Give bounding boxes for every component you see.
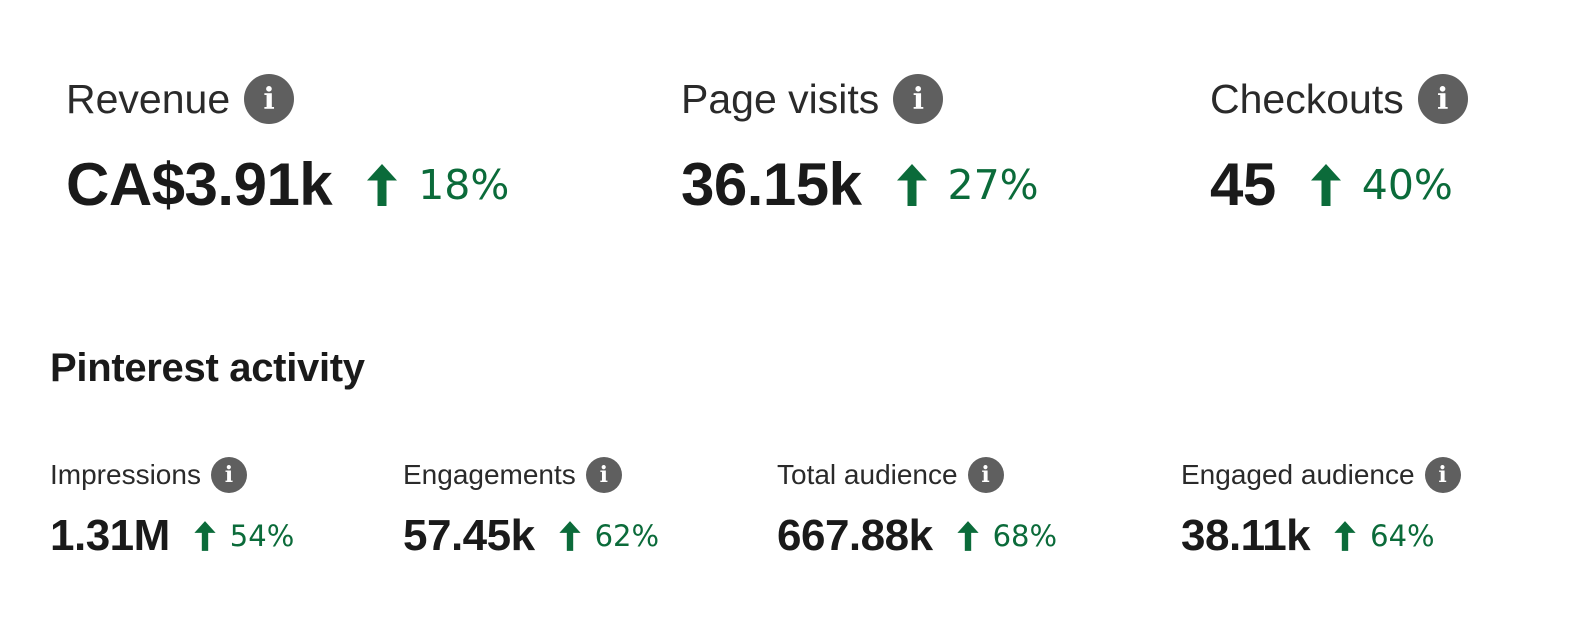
metric-label-row: Engaged audience i — [1181, 457, 1461, 493]
metric-value-row: 667.88k 68% — [777, 511, 1057, 561]
metric-value-row: 38.11k 64% — [1181, 511, 1461, 561]
arrow-up-icon — [1310, 163, 1341, 206]
metric-value-row: CA$3.91k 18% — [66, 150, 509, 219]
metric-value: 1.31M — [50, 511, 170, 560]
metric-change: 27% — [894, 161, 1039, 209]
metric-change: 68% — [955, 519, 1057, 553]
arrow-up-icon — [558, 521, 581, 551]
metric-value-row: 45 40% — [1210, 150, 1468, 219]
info-icon[interactable]: i — [1424, 457, 1461, 493]
info-icon[interactable]: i — [1417, 74, 1468, 124]
metric-change-value: 62% — [594, 519, 660, 553]
metric-revenue: Revenue i CA$3.91k 18% — [66, 74, 509, 219]
metric-label-row: Engagements i — [403, 457, 659, 493]
arrow-up-icon — [367, 163, 398, 206]
metric-label: Total audience — [777, 459, 958, 490]
info-icon[interactable]: i — [210, 457, 247, 493]
section-title: Pinterest activity — [50, 346, 365, 390]
metric-label: Page visits — [681, 75, 880, 122]
metric-label-row: Impressions i — [50, 457, 294, 493]
arrow-up-icon — [956, 521, 979, 551]
metric-label: Impressions — [50, 459, 201, 490]
metric-change-value: 27% — [947, 160, 1039, 209]
metric-change-value: 64% — [1370, 519, 1435, 553]
metric-checkouts: Checkouts i 45 40% — [1210, 74, 1468, 219]
arrow-up-icon — [194, 521, 216, 551]
metric-engagements: Engagements i 57.45k 62% — [403, 457, 659, 561]
metric-label-row: Total audience i — [777, 457, 1057, 493]
metric-label: Engaged audience — [1181, 459, 1415, 490]
metric-change: 40% — [1308, 161, 1453, 209]
metric-change: 54% — [192, 519, 294, 553]
arrow-up-icon — [896, 163, 927, 206]
metric-value: 45 — [1210, 151, 1276, 218]
metric-value: 36.15k — [681, 151, 862, 218]
metric-change: 64% — [1332, 519, 1435, 553]
info-icon[interactable]: i — [893, 74, 944, 124]
metric-value: 38.11k — [1181, 511, 1311, 560]
metric-label: Checkouts — [1210, 75, 1404, 122]
info-icon[interactable]: i — [585, 457, 622, 493]
metric-label: Engagements — [403, 459, 576, 490]
metric-change-value: 18% — [418, 160, 510, 209]
metric-label-row: Page visits i — [681, 74, 1039, 124]
metric-change: 62% — [557, 519, 659, 553]
metric-impressions: Impressions i 1.31M 54% — [50, 457, 294, 561]
metric-engaged-audience: Engaged audience i 38.11k 64% — [1181, 457, 1461, 561]
metric-value-row: 36.15k 27% — [681, 150, 1039, 219]
metric-change-value: 54% — [229, 519, 295, 553]
metric-label-row: Revenue i — [66, 74, 509, 124]
metric-change-value: 68% — [992, 519, 1058, 553]
info-icon[interactable]: i — [967, 457, 1004, 493]
metric-change: 18% — [364, 161, 509, 209]
metric-change-value: 40% — [1361, 160, 1453, 209]
metric-value: CA$3.91k — [66, 151, 333, 218]
metric-value: 667.88k — [777, 511, 933, 560]
metric-label-row: Checkouts i — [1210, 74, 1468, 124]
info-icon[interactable]: i — [244, 74, 295, 124]
metric-label: Revenue — [66, 75, 231, 122]
metric-value: 57.45k — [403, 511, 535, 560]
arrow-up-icon — [1334, 521, 1356, 551]
metric-page-visits: Page visits i 36.15k 27% — [681, 74, 1039, 219]
metric-value-row: 1.31M 54% — [50, 511, 294, 561]
metric-total-audience: Total audience i 667.88k 68% — [777, 457, 1057, 561]
metric-value-row: 57.45k 62% — [403, 511, 659, 561]
